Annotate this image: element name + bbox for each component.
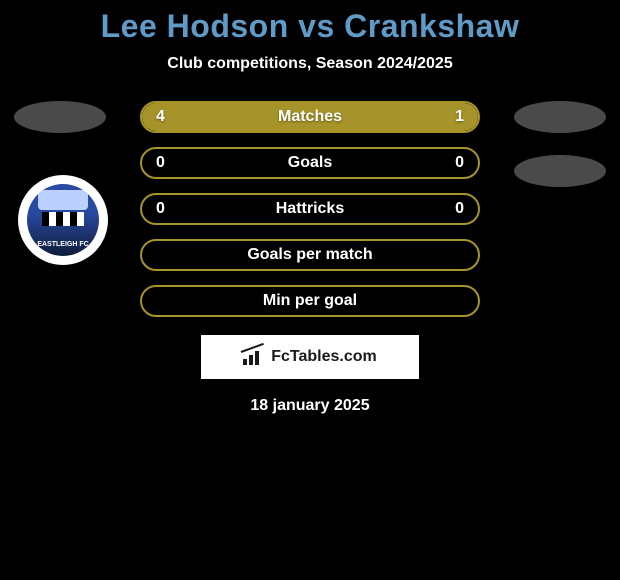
- stat-row: Goals per match: [140, 239, 480, 271]
- stat-value-right: 0: [455, 200, 464, 218]
- brand-chart-icon: [243, 349, 265, 365]
- stats-wrap: EASTLEIGH FC 4 1 Matches 0 0 Goals 0 0 Hattricks…: [0, 101, 620, 317]
- stat-row: 4 1 Matches: [140, 101, 480, 133]
- stat-rows: 4 1 Matches 0 0 Goals 0 0 Hattricks Goals per mat…: [140, 101, 480, 317]
- club-badge-inner: EASTLEIGH FC: [27, 184, 99, 256]
- stat-label: Goals per match: [247, 246, 372, 264]
- subtitle: Club competitions, Season 2024/2025: [0, 55, 620, 73]
- badge-checker-icon: [42, 212, 84, 226]
- stat-value-left: 0: [156, 154, 165, 172]
- stat-value-left: 0: [156, 200, 165, 218]
- stat-value-left: 4: [156, 108, 165, 126]
- comparison-container: Lee Hodson vs Crankshaw Club competition…: [0, 0, 620, 415]
- date-line: 18 january 2025: [0, 397, 620, 415]
- badge-crest-icon: [38, 190, 88, 210]
- stat-row: 0 0 Hattricks: [140, 193, 480, 225]
- player-right-placeholder-icon: [514, 101, 606, 133]
- badge-text: EASTLEIGH FC: [27, 241, 99, 248]
- brand-text: FcTables.com: [271, 348, 377, 366]
- stat-label: Min per goal: [263, 292, 357, 310]
- page-title: Lee Hodson vs Crankshaw: [0, 8, 620, 45]
- stat-label: Goals: [288, 154, 332, 172]
- stat-fill-left: [142, 103, 411, 131]
- player-right-placeholder-2-icon: [514, 155, 606, 187]
- player-left-placeholder-icon: [14, 101, 106, 133]
- stat-label: Matches: [278, 108, 342, 126]
- stat-label: Hattricks: [276, 200, 344, 218]
- stat-value-right: 1: [455, 108, 464, 126]
- stat-row: Min per goal: [140, 285, 480, 317]
- stat-value-right: 0: [455, 154, 464, 172]
- stat-row: 0 0 Goals: [140, 147, 480, 179]
- brand-box[interactable]: FcTables.com: [201, 335, 419, 379]
- stat-fill-right: [411, 103, 478, 131]
- club-badge: EASTLEIGH FC: [18, 175, 108, 265]
